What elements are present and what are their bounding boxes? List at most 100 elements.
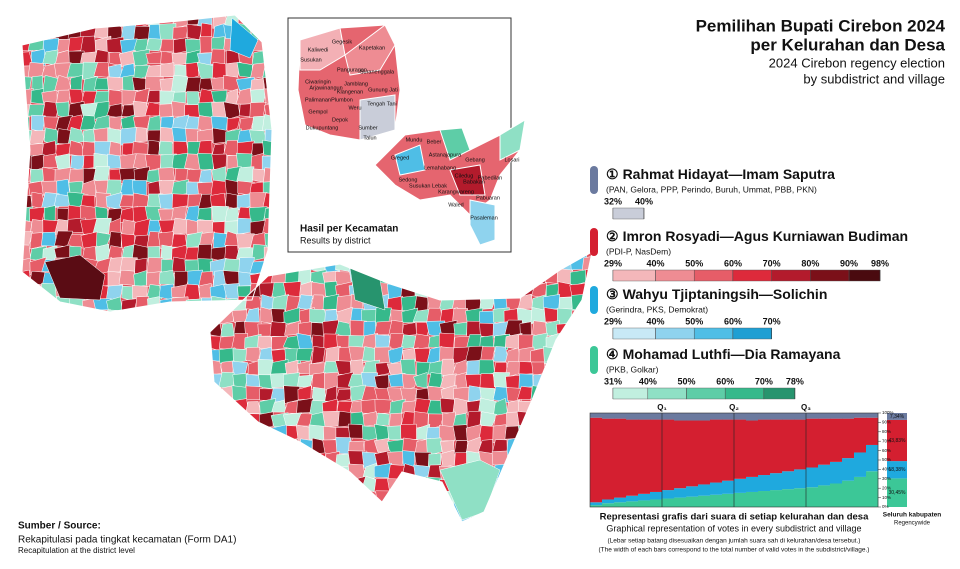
map-village [388,255,404,274]
bar-segment [650,491,663,500]
bar-segment [626,413,639,420]
chart-note: (The width of each bars correspond to th… [599,547,870,554]
map-village [531,361,546,377]
map-village [468,385,484,403]
bar-segment [734,419,747,479]
map-village [146,90,162,104]
map-village [454,255,469,273]
map-village [568,400,586,415]
map-village [310,256,326,273]
map-village [324,515,341,522]
map-village [285,504,301,518]
map-village [530,255,548,274]
map-village [479,411,498,427]
map-village [451,281,469,298]
bar-segment [650,499,663,507]
map-village [297,463,314,481]
map-village [530,413,548,428]
bar-segment [674,413,687,421]
bar-segment [698,413,711,421]
inset-map [297,24,526,246]
candidate-name-text: Imron Rosyadi—Agus Kurniawan Budiman [623,228,908,244]
map-village [413,490,432,507]
district-label: Pabuaran [476,195,500,201]
map-village [270,532,286,544]
map-village [81,310,99,312]
map-village [284,438,299,455]
bar-segment [602,413,615,419]
map-village [543,491,560,505]
map-village [530,466,549,481]
map-village [376,254,391,274]
map-village [569,386,586,403]
map-village [439,529,456,543]
scale-swatch [848,269,881,282]
map-village [504,281,522,299]
map-village [132,49,151,67]
scale-label: 50% [678,376,696,386]
map-village [251,244,268,262]
y-tick-label: 0% [882,504,889,509]
bar-segment [866,471,879,507]
district-label: Babakan [463,179,485,185]
map-village [133,313,149,328]
district-label: Gegesik [332,39,352,45]
map-village [66,15,86,28]
map-village [70,309,86,312]
bar-segment [674,420,687,489]
map-village [557,359,574,378]
candidate-name-text: Rahmat Hidayat—Imam Saputra [623,166,836,182]
map-village [543,504,563,519]
map-village [135,127,148,143]
map-village [220,464,238,480]
map-village [506,529,519,545]
map-village [558,438,576,455]
bar-segment [746,491,759,507]
chart-title: Representasi grafis dari suara di setiap… [600,512,869,523]
map-village [428,372,443,389]
regencywide-title-en: Regencywide [894,521,931,527]
map-village [245,373,261,388]
bar-segment [734,492,747,507]
map-village [555,386,575,404]
scale-swatch [810,269,850,282]
bar-segment [638,493,651,501]
map-outline [21,14,273,313]
map-village [264,232,272,250]
map-village [132,141,149,156]
map-village [28,26,47,41]
bar-segment [794,413,807,420]
bar-segment [746,476,759,492]
bar-segment [770,490,783,507]
map-outline [209,251,593,523]
map-village [518,268,535,287]
map-village [414,267,430,287]
map-village [425,491,444,506]
map-village [335,502,354,522]
scale-swatch [686,387,726,400]
map-village [221,488,236,507]
map-village [503,256,521,273]
map-village [325,529,338,546]
map-village [584,529,600,547]
candidate-marker [590,166,598,194]
map-village [120,15,137,27]
map-village [309,465,326,482]
map-village [311,452,327,466]
map-village [519,478,535,492]
map-village [297,489,313,507]
district-label: Karangwareng [438,189,474,195]
map-village [147,139,160,159]
bar-segment [854,413,867,418]
map-village [347,423,364,439]
map-village [295,347,313,362]
inset-subtitle: Results by district [300,235,371,245]
map-village [171,193,189,209]
map-village [298,449,313,466]
map-village [401,322,417,337]
map-village [245,346,260,364]
map-village [309,308,328,324]
map-village [570,514,586,522]
map-village [402,490,417,508]
bar-segment [590,417,603,503]
